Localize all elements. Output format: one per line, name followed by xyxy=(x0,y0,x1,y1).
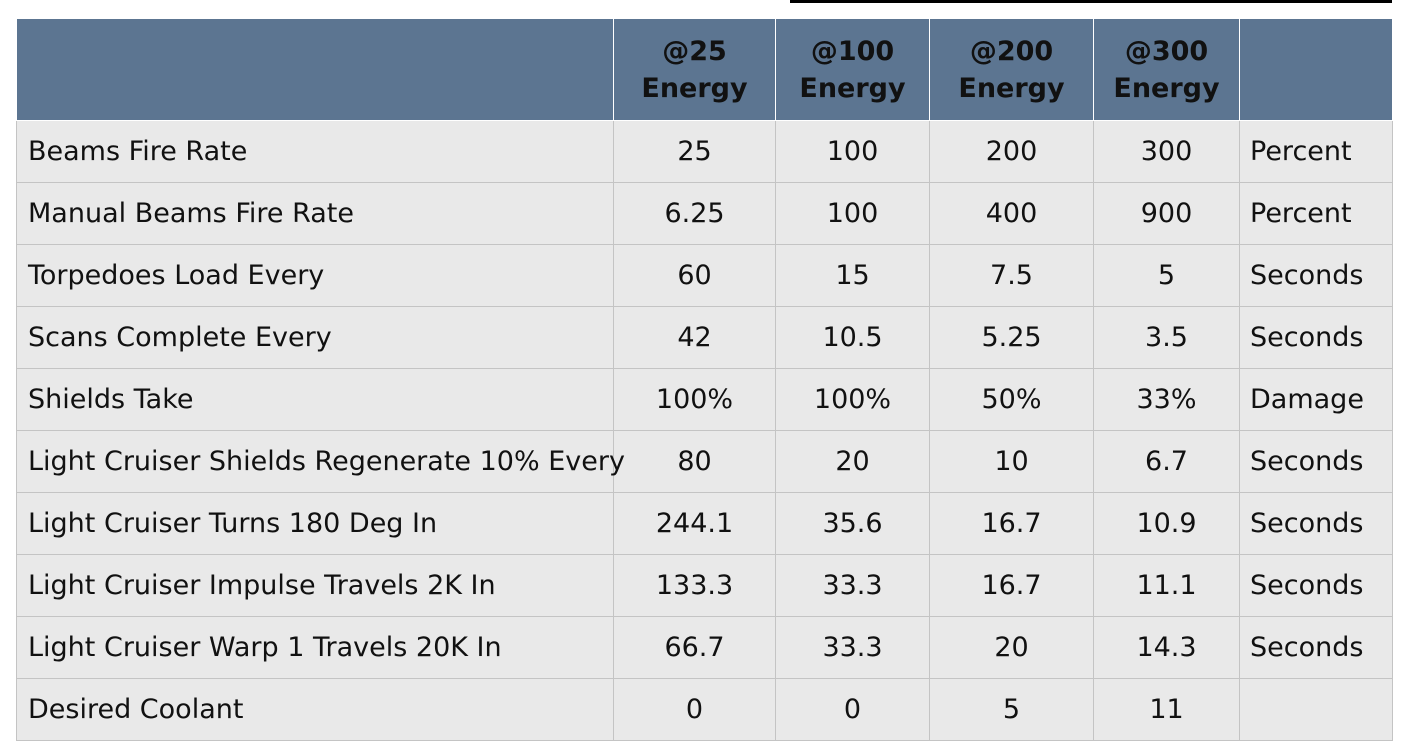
header-energy-word: Energy xyxy=(1113,72,1220,104)
value-cell: 7.5 xyxy=(929,244,1094,307)
value-cell: 16.7 xyxy=(929,492,1094,555)
value-cell: 14.3 xyxy=(1093,616,1240,679)
unit-cell: Seconds xyxy=(1239,554,1393,617)
row-label: Torpedoes Load Every xyxy=(16,244,614,307)
table-row: Beams Fire Rate 25 100 200 300 Percent xyxy=(16,120,1393,183)
value-cell: 400 xyxy=(929,182,1094,245)
header-energy-level: @200 xyxy=(969,35,1054,67)
value-cell: 20 xyxy=(775,430,930,493)
row-label: Light Cruiser Shields Regenerate 10% Eve… xyxy=(16,430,625,493)
value-cell: 66.7 xyxy=(613,616,776,679)
unit-cell: Seconds xyxy=(1239,306,1393,369)
table-row: Manual Beams Fire Rate 6.25 100 400 900 … xyxy=(16,182,1393,245)
unit-cell: Damage xyxy=(1239,368,1393,431)
unit-cell: Seconds xyxy=(1239,244,1393,307)
value-cell: 15 xyxy=(775,244,930,307)
header-energy-level: @25 xyxy=(662,35,727,67)
value-cell: 100% xyxy=(775,368,930,431)
value-cell: 200 xyxy=(929,120,1094,183)
header-energy-word: Energy xyxy=(958,72,1065,104)
value-cell: 6.25 xyxy=(613,182,776,245)
header-energy-level: @100 xyxy=(810,35,895,67)
header-cell: @300 Energy xyxy=(1093,18,1240,121)
value-cell: 6.7 xyxy=(1093,430,1240,493)
cropped-title-fragment xyxy=(292,0,562,2)
value-cell: 10.9 xyxy=(1093,492,1240,555)
unit-cell xyxy=(1239,678,1393,741)
table-row: Shields Take 100% 100% 50% 33% Damage xyxy=(16,368,1393,431)
unit-cell: Percent xyxy=(1239,182,1393,245)
value-cell: 80 xyxy=(613,430,776,493)
value-cell: 10 xyxy=(929,430,1094,493)
row-label: Desired Coolant xyxy=(16,678,614,741)
value-cell: 11 xyxy=(1093,678,1240,741)
value-cell: 300 xyxy=(1093,120,1240,183)
unit-cell: Seconds xyxy=(1239,616,1393,679)
table-row: Torpedoes Load Every 60 15 7.5 5 Seconds xyxy=(16,244,1393,307)
value-cell: 0 xyxy=(613,678,776,741)
value-cell: 33% xyxy=(1093,368,1240,431)
energy-table: @25 Energy @100 Energy @200 Energy @300 … xyxy=(16,18,1393,741)
value-cell: 100 xyxy=(775,182,930,245)
table-row: Light Cruiser Impulse Travels 2K In 133.… xyxy=(16,554,1393,617)
value-cell: 16.7 xyxy=(929,554,1094,617)
row-label: Beams Fire Rate xyxy=(16,120,614,183)
value-cell: 33.3 xyxy=(775,616,930,679)
value-cell: 25 xyxy=(613,120,776,183)
table-row: Light Cruiser Warp 1 Travels 20K In 66.7… xyxy=(16,616,1393,679)
value-cell: 5.25 xyxy=(929,306,1094,369)
row-label: Light Cruiser Turns 180 Deg In xyxy=(16,492,614,555)
header-energy-word: Energy xyxy=(641,72,748,104)
table-row: Desired Coolant 0 0 5 11 xyxy=(16,678,1393,741)
value-cell: 5 xyxy=(1093,244,1240,307)
row-label: Manual Beams Fire Rate xyxy=(16,182,614,245)
top-rule xyxy=(790,0,1392,3)
value-cell: 11.1 xyxy=(1093,554,1240,617)
header-unit-cell xyxy=(1239,18,1393,121)
value-cell: 244.1 xyxy=(613,492,776,555)
value-cell: 0 xyxy=(775,678,930,741)
header-cell: @25 Energy xyxy=(613,18,776,121)
value-cell: 5 xyxy=(929,678,1094,741)
row-label: Shields Take xyxy=(16,368,614,431)
header-cell: @200 Energy xyxy=(929,18,1094,121)
value-cell: 33.3 xyxy=(775,554,930,617)
value-cell: 10.5 xyxy=(775,306,930,369)
value-cell: 900 xyxy=(1093,182,1240,245)
value-cell: 20 xyxy=(929,616,1094,679)
row-label: Light Cruiser Warp 1 Travels 20K In xyxy=(16,616,614,679)
header-energy-level: @300 xyxy=(1124,35,1209,67)
header-row: @25 Energy @100 Energy @200 Energy @300 … xyxy=(16,18,1393,121)
unit-cell: Seconds xyxy=(1239,492,1393,555)
value-cell: 100 xyxy=(775,120,930,183)
header-corner-cell xyxy=(16,18,614,121)
value-cell: 133.3 xyxy=(613,554,776,617)
header-energy-word: Energy xyxy=(799,72,906,104)
table-row: Scans Complete Every 42 10.5 5.25 3.5 Se… xyxy=(16,306,1393,369)
value-cell: 42 xyxy=(613,306,776,369)
value-cell: 50% xyxy=(929,368,1094,431)
header-cell: @100 Energy xyxy=(775,18,930,121)
value-cell: 100% xyxy=(613,368,776,431)
table-row: Light Cruiser Turns 180 Deg In 244.1 35.… xyxy=(16,492,1393,555)
value-cell: 60 xyxy=(613,244,776,307)
table-row: Light Cruiser Shields Regenerate 10% Eve… xyxy=(16,430,1393,493)
row-label: Scans Complete Every xyxy=(16,306,614,369)
unit-cell: Seconds xyxy=(1239,430,1393,493)
row-label: Light Cruiser Impulse Travels 2K In xyxy=(16,554,614,617)
value-cell: 3.5 xyxy=(1093,306,1240,369)
value-cell: 35.6 xyxy=(775,492,930,555)
unit-cell: Percent xyxy=(1239,120,1393,183)
